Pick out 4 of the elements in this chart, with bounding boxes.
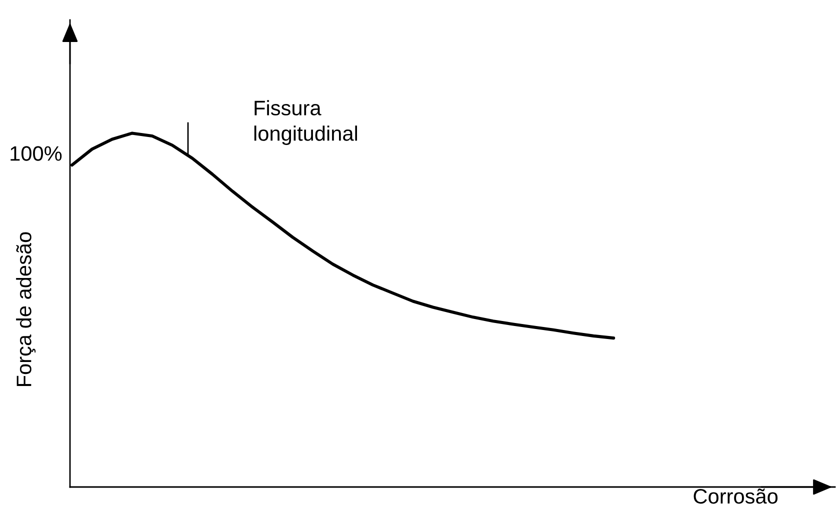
annotation: Fissura longitudinal xyxy=(254,100,358,145)
x-axis-title: Corrosão xyxy=(694,488,778,504)
y-axis-title: Força de adesão xyxy=(16,232,36,386)
text: 100% xyxy=(10,146,62,161)
